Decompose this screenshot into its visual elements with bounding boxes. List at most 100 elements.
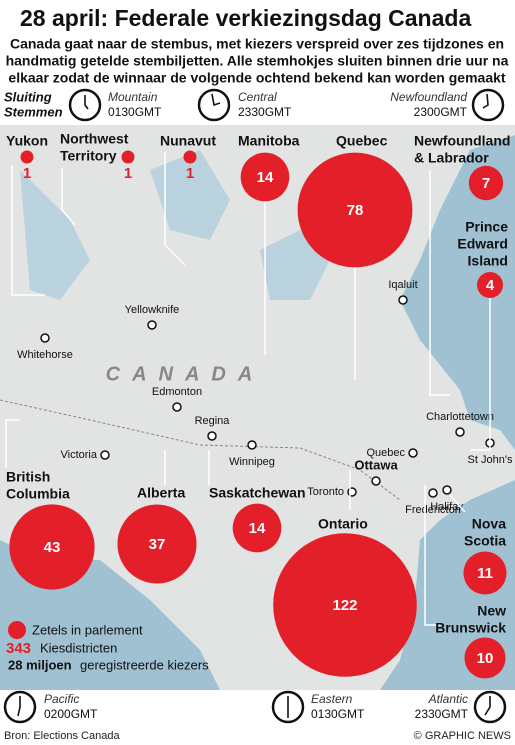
province-name: Island — [468, 253, 508, 269]
seat-count: 122 — [332, 597, 357, 614]
province-name: Nunavut — [160, 133, 216, 149]
zone-name: Pacific — [44, 692, 79, 706]
province-name: Manitoba — [238, 133, 300, 149]
province-name: & Labrador — [414, 150, 489, 166]
leader-line — [11, 165, 45, 296]
province-name: Prince — [465, 219, 508, 235]
clock-hands — [211, 93, 221, 107]
province-name: Territory — [60, 148, 117, 164]
subtitle-line: handmatig getelde stembiljetten. Alle st… — [6, 53, 509, 69]
city-dot — [442, 485, 452, 495]
zone-name: Atlantic — [428, 692, 468, 706]
seat-circle — [9, 504, 95, 590]
leader-line — [5, 419, 20, 468]
seat-count: 14 — [249, 520, 266, 537]
legend-districts-label: Kiesdistricten — [40, 640, 117, 655]
seat-circle — [464, 637, 506, 679]
zone-time: 2300GMT — [414, 105, 468, 119]
subtitle-line: elkaar zodat de winnaar de volgende ocht… — [8, 70, 505, 86]
province-name: Northwest — [60, 131, 129, 147]
city-dot — [398, 295, 408, 305]
legend-voters-label: geregistreerde kiezers — [80, 657, 209, 672]
city-dot — [455, 427, 465, 437]
city-dot — [408, 448, 418, 458]
city-label: St John's — [468, 454, 513, 466]
leader-line — [61, 168, 76, 226]
country-label: CANADA — [106, 363, 265, 385]
zone-time: 0130GMT — [311, 707, 365, 721]
seat-circle — [20, 150, 34, 164]
seat-circle — [183, 150, 197, 164]
seat-count: 37 — [149, 536, 166, 553]
seat-circle — [477, 272, 503, 298]
leader-line — [429, 170, 450, 396]
zone-time: 2330GMT — [415, 707, 469, 721]
city-dot — [147, 320, 157, 330]
city-label: Toronto — [307, 486, 344, 498]
seat-count: 78 — [347, 202, 364, 219]
subtitle-line: Canada gaat naar de stembus, met kiezers… — [10, 36, 504, 52]
seat-circle — [273, 533, 417, 677]
title: 28 april: Federale verkiezingsdag Canada — [20, 5, 471, 31]
city-label: Iqaluit — [388, 279, 417, 291]
city-dot — [428, 488, 438, 498]
seat-circle — [121, 150, 135, 164]
closing-label: Sluiting — [4, 89, 52, 104]
zone-time: 0130GMT — [108, 105, 162, 119]
seat-count: 7 — [482, 175, 490, 192]
city-label: Yellowknife — [125, 304, 180, 316]
seat-count: 10 — [477, 650, 494, 667]
seat-count: 11 — [477, 565, 493, 582]
seat-circle — [297, 152, 413, 268]
leader-line — [449, 494, 466, 513]
seat-count: 1 — [186, 165, 194, 182]
province-name: Alberta — [137, 485, 185, 501]
city-label: Fredericton — [405, 504, 461, 516]
province-name: New — [477, 603, 506, 619]
city-label: Winnipeg — [229, 456, 275, 468]
province-name: Scotia — [464, 533, 506, 549]
leader-line — [424, 485, 440, 626]
zone-name: Central — [238, 90, 277, 104]
clock-hands — [17, 696, 21, 717]
legend-districts: 343 — [6, 640, 31, 657]
province-name: Brunswick — [435, 620, 506, 636]
leader-line — [164, 152, 186, 266]
zone-name: Newfoundland — [390, 90, 467, 104]
city-dot — [347, 487, 357, 497]
inland-water — [20, 150, 330, 300]
city-label: Victoria — [61, 449, 98, 461]
city-label: Regina — [195, 415, 231, 427]
clock-hands — [84, 95, 89, 110]
legend-voters: 28 miljoen — [8, 657, 72, 672]
province-name: Ontario — [318, 516, 368, 532]
zone-time: 2330GMT — [238, 105, 292, 119]
city-label: Halifax — [430, 501, 464, 513]
seat-circle — [232, 503, 282, 553]
clock-hands — [482, 93, 489, 109]
seat-count: 4 — [486, 277, 495, 294]
credit: © GRAPHIC NEWS — [414, 730, 511, 742]
city-dot — [172, 402, 182, 412]
city-dot — [207, 431, 217, 441]
zone-name: Eastern — [311, 692, 353, 706]
city-label: Ottawa — [354, 457, 398, 472]
seat-circle — [468, 165, 504, 201]
source: Bron: Elections Canada — [4, 730, 120, 742]
province-name: Edward — [457, 236, 508, 252]
clock-hands — [484, 696, 491, 716]
province-name: Columbia — [6, 486, 70, 502]
legend-seats: Zetels in parlement — [32, 622, 143, 637]
city-label: Whitehorse — [17, 349, 73, 361]
seat-count: 14 — [257, 169, 274, 186]
seat-count: 1 — [23, 165, 31, 182]
province-name: British — [6, 469, 50, 485]
city-dot — [100, 450, 110, 460]
seat-count: 43 — [44, 539, 61, 556]
city-label: Charlottetown — [426, 411, 494, 423]
zone-time: 0200GMT — [44, 707, 98, 721]
seat-circle — [117, 504, 197, 584]
closing-label: Stemmen — [4, 104, 63, 119]
province-name: Nova — [472, 516, 506, 532]
